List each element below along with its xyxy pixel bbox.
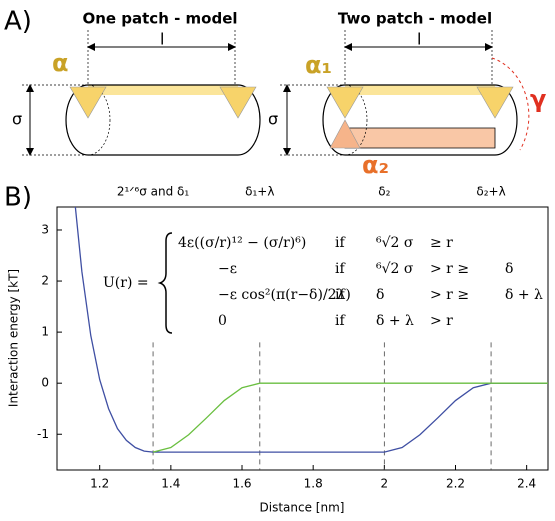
cylinder-two: [280, 30, 530, 156]
y-tick-label: 3: [41, 222, 49, 236]
y-axis-label: Interaction energy [kT]: [7, 269, 21, 407]
equation-cell: > r: [430, 313, 453, 329]
panel-label: A): [4, 7, 32, 37]
length-label: l: [417, 30, 421, 49]
equation-rows: 4ε((σ/r)¹² − (σ/r)⁶) if ⁶√2 σ ≥ r −ε if ⁶√2 σ >…: [178, 235, 543, 329]
equation-cell: δ + λ: [505, 287, 543, 303]
diameter-label: σ: [12, 110, 22, 129]
equation-cell: −ε: [218, 261, 237, 277]
equation-cell: 4ε((σ/r)¹² − (σ/r)⁶): [178, 235, 306, 251]
marker-label: δ₂: [378, 185, 390, 199]
equation-cell: if: [335, 235, 346, 251]
equation-lhs: U(r) =: [103, 275, 149, 291]
length-label: l: [160, 30, 164, 49]
equation-cell: ⁶√2 σ: [376, 235, 414, 251]
angle-label: α₂: [362, 151, 389, 179]
equation: U(r) =: [103, 232, 173, 334]
equation-cell: δ: [505, 261, 513, 277]
x-tick-label: 2: [381, 477, 389, 491]
plot-frame: [56, 206, 549, 471]
equation-cell: if: [335, 261, 346, 277]
angle-label: α: [52, 49, 69, 77]
x-tick-label: 1.6: [232, 477, 251, 491]
model-title: One patch - model: [82, 10, 237, 28]
marker-label: 2¹ᐟ⁶σ and δ₁: [117, 185, 189, 199]
equation-cell: 0: [218, 313, 227, 329]
equation-cell: δ + λ: [376, 313, 414, 329]
equation-cell: ≥ r: [430, 235, 453, 251]
y-tick-label: 2: [41, 274, 49, 288]
plot: 1.2 1.4 1.6 1.8 2 2.2 2.4 -1 0 1 2 3 2¹ᐟ⁶σ and δ₁ δ₁+…: [37, 185, 548, 491]
x-tick-label: 1.2: [90, 477, 109, 491]
marker-label: δ₁+λ: [245, 185, 274, 199]
diameter-label: σ: [268, 110, 278, 129]
series-line: [74, 207, 548, 453]
equation-cell: > r ≥: [430, 287, 469, 303]
panel-label: B): [4, 183, 32, 213]
cylinder-one: [22, 30, 261, 156]
model-title: Two patch - model: [338, 10, 492, 28]
y-tick-label: 1: [41, 325, 49, 339]
x-tick-label: 1.8: [304, 477, 323, 491]
equation-cell: > r ≥: [430, 261, 469, 277]
x-tick-label: 1.4: [161, 477, 180, 491]
y-tick-label: 0: [41, 376, 49, 390]
angle-label: α₁: [305, 51, 332, 79]
equation-cell: −ε cos²(π(r−δ)/2λ): [218, 287, 351, 303]
x-tick-label: 2.2: [446, 477, 465, 491]
equation-cell: δ: [376, 287, 384, 303]
gap-label: γ: [530, 85, 546, 113]
equation-cell: if: [335, 287, 346, 303]
equation-cell: ⁶√2 σ: [376, 261, 414, 277]
marker-label: δ₂+λ: [476, 185, 505, 199]
x-axis-label: Distance [nm]: [260, 501, 345, 515]
series-line: [152, 382, 548, 453]
equation-cell: if: [335, 313, 346, 329]
y-tick-label: -1: [37, 427, 49, 441]
x-tick-label: 2.4: [517, 477, 536, 491]
